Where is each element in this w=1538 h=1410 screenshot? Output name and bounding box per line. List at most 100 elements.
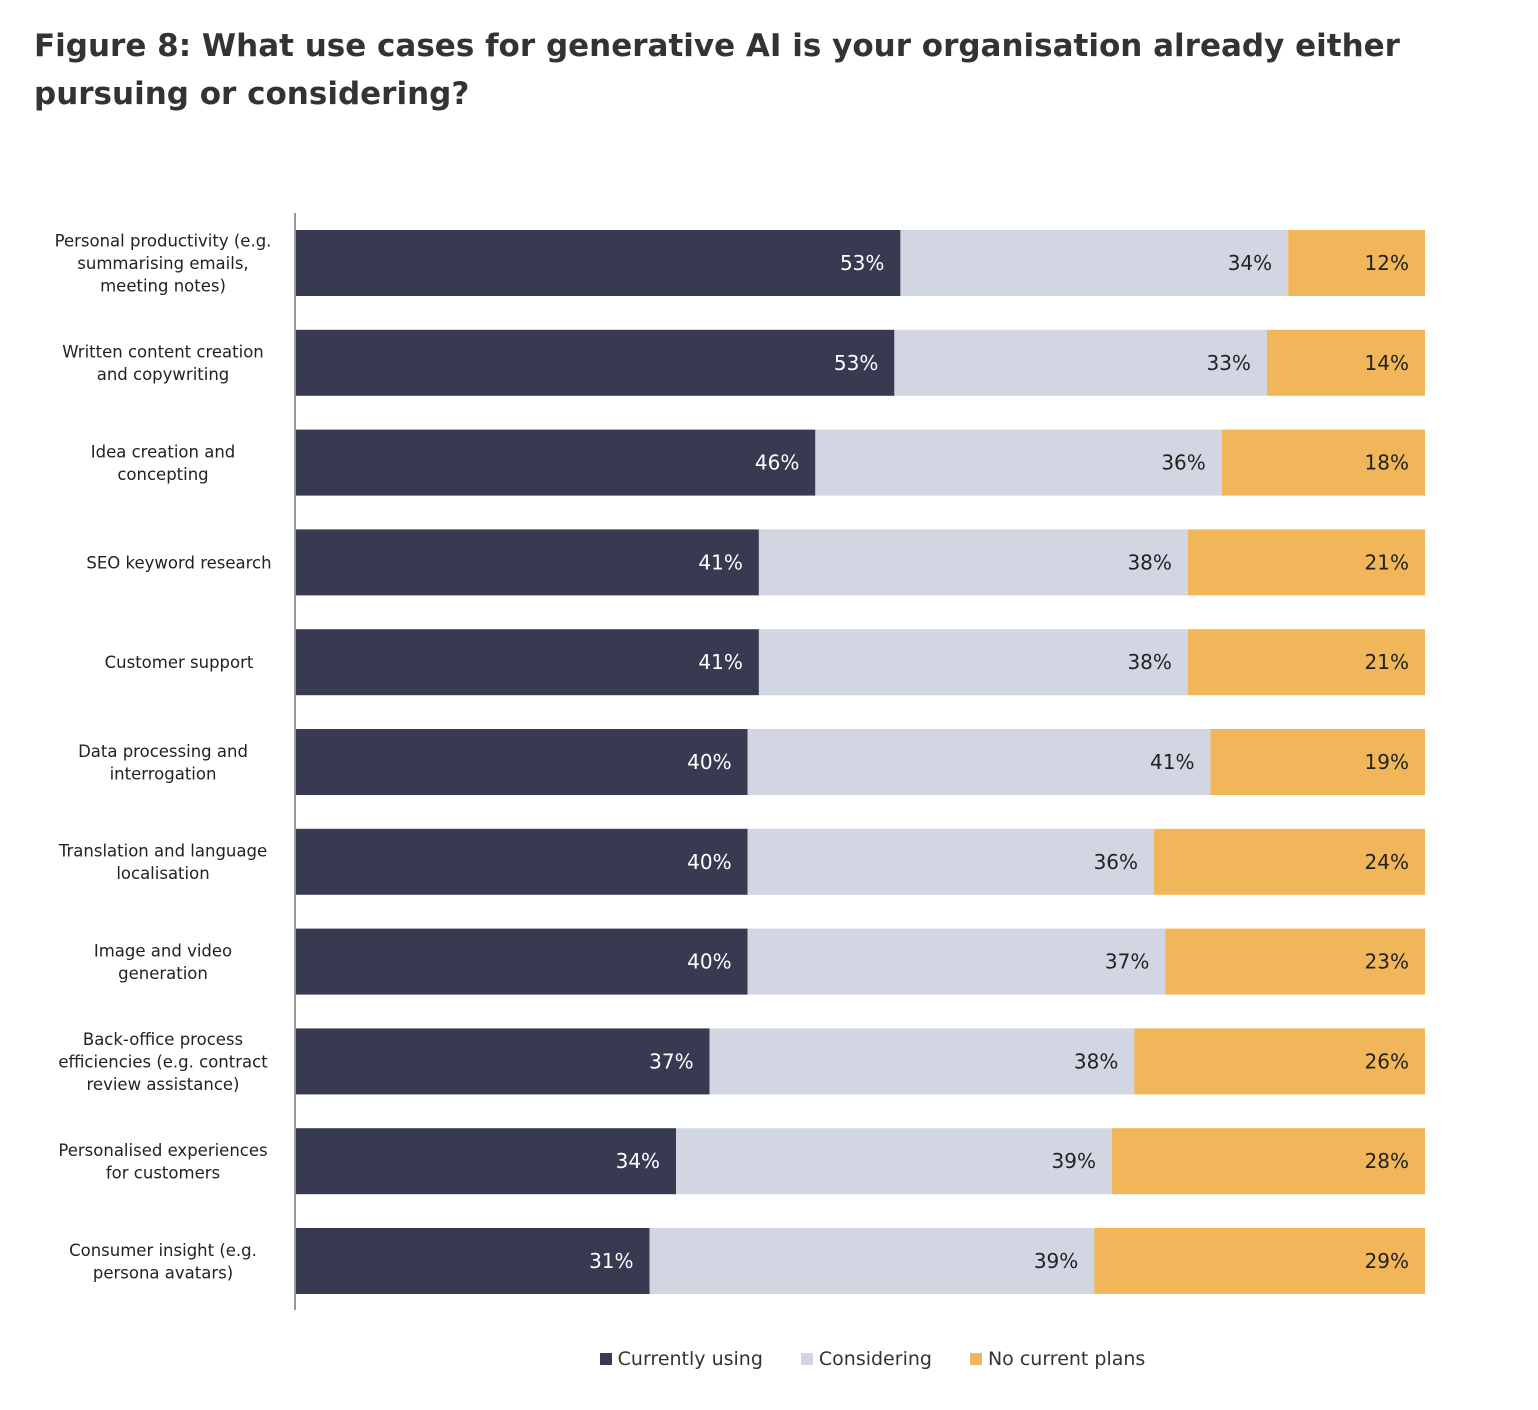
data-label: 38% bbox=[1127, 650, 1171, 674]
category-label: Customer support bbox=[105, 653, 254, 672]
data-label: 40% bbox=[687, 950, 731, 974]
bar-segment-currently-using bbox=[296, 529, 759, 596]
category-label-line: Idea creation and bbox=[91, 442, 236, 461]
category-label-line: localisation bbox=[116, 864, 209, 883]
data-label: 37% bbox=[649, 1049, 693, 1073]
category-label: Back-office process efficiencies (e.g. co… bbox=[58, 1030, 268, 1094]
data-label: 37% bbox=[1105, 950, 1149, 974]
bar-segment-considering bbox=[747, 928, 1166, 995]
category-label-line: efficiencies (e.g. contract bbox=[58, 1052, 268, 1071]
legend-label-considering: Considering bbox=[818, 1348, 932, 1370]
legend-swatch-currently-using bbox=[599, 1353, 612, 1365]
category-label: Personalised experiences for customers bbox=[58, 1141, 267, 1183]
data-label: 40% bbox=[687, 750, 731, 774]
category-label: Personal productivity (e.g. summarising e… bbox=[55, 232, 272, 296]
stacked-bar-chart: 53% 34% 12% Personal productivity (e.g. summ… bbox=[55, 213, 1425, 1310]
category-label-line: and copywriting bbox=[97, 365, 230, 384]
bar-segment-no-current-plans bbox=[1134, 1028, 1425, 1095]
bar-segment-no-current-plans bbox=[1154, 828, 1425, 895]
data-label: 36% bbox=[1094, 850, 1138, 874]
category-label-line: review assistance) bbox=[87, 1075, 240, 1094]
data-label: 40% bbox=[687, 850, 731, 874]
bar-segment-no-current-plans bbox=[1288, 230, 1425, 296]
data-label: 18% bbox=[1365, 451, 1409, 475]
bar-segment-currently-using bbox=[296, 429, 816, 496]
data-label: 26% bbox=[1365, 1049, 1409, 1073]
category-label-line: Consumer insight (e.g. bbox=[69, 1241, 257, 1260]
data-label: 33% bbox=[1206, 351, 1250, 375]
chart-title: Figure 8: What use cases for generative … bbox=[34, 28, 1400, 112]
data-label: 53% bbox=[840, 251, 884, 275]
data-label: 39% bbox=[1052, 1149, 1096, 1173]
bar-segment-considering bbox=[894, 329, 1267, 396]
category-label-line: SEO keyword research bbox=[86, 553, 271, 572]
bar-segment-currently-using bbox=[296, 729, 748, 795]
category-label-line: interrogation bbox=[110, 764, 217, 783]
data-label: 34% bbox=[1228, 251, 1272, 275]
category-label-line: Personal productivity (e.g. bbox=[55, 232, 272, 251]
bar-segment-currently-using bbox=[296, 928, 748, 995]
category-label-line: Translation and language bbox=[58, 842, 267, 861]
category-label-line: summarising emails, bbox=[77, 254, 248, 273]
bar-segment-considering bbox=[747, 729, 1211, 795]
legend-item-considering: Considering bbox=[800, 1348, 932, 1370]
bar-segment-considering bbox=[747, 828, 1155, 895]
data-label: 41% bbox=[698, 650, 742, 674]
category-label: Data processing and interrogation bbox=[78, 742, 248, 784]
category-label-line: meeting notes) bbox=[100, 277, 226, 296]
category-label-line: Image and video bbox=[94, 941, 232, 960]
data-label: 36% bbox=[1161, 451, 1205, 475]
data-label: 41% bbox=[698, 550, 742, 574]
data-label: 23% bbox=[1365, 950, 1409, 974]
bar-segment-currently-using bbox=[296, 1028, 710, 1095]
category-label-line: Written content creation bbox=[62, 343, 264, 362]
data-label: 34% bbox=[616, 1149, 660, 1173]
bar-segment-no-current-plans bbox=[1187, 629, 1425, 696]
category-label-line: generation bbox=[118, 964, 208, 983]
data-label: 38% bbox=[1127, 550, 1171, 574]
category-label-line: concepting bbox=[117, 465, 208, 484]
data-label: 24% bbox=[1365, 850, 1409, 874]
bar-segment-considering bbox=[709, 1028, 1135, 1095]
bar-segment-considering bbox=[758, 629, 1188, 696]
bar-segment-no-current-plans bbox=[1165, 928, 1425, 995]
bar-segment-no-current-plans bbox=[1210, 729, 1425, 795]
data-label: 14% bbox=[1365, 351, 1409, 375]
bar-segment-considering bbox=[815, 429, 1222, 496]
data-label: 21% bbox=[1365, 650, 1409, 674]
bar-segment-currently-using bbox=[296, 230, 901, 296]
bar-segment-no-current-plans bbox=[1187, 529, 1425, 596]
data-label: 31% bbox=[589, 1249, 633, 1273]
data-label: 19% bbox=[1365, 750, 1409, 774]
bar-segment-currently-using bbox=[296, 629, 759, 696]
legend-swatch-considering bbox=[800, 1353, 813, 1365]
legend-label-no-current-plans: No current plans bbox=[987, 1348, 1146, 1370]
bar-segment-no-current-plans bbox=[1221, 429, 1425, 496]
category-label-line: Back-office process bbox=[83, 1030, 243, 1049]
category-label: Idea creation and concepting bbox=[91, 442, 236, 484]
category-label-line: Personalised experiences bbox=[58, 1141, 267, 1160]
bar-segment-currently-using bbox=[296, 329, 895, 396]
category-label-line: for customers bbox=[106, 1163, 220, 1182]
legend: Currently using Considering No current p… bbox=[0, 1348, 1500, 1370]
legend-item-currently-using: Currently using bbox=[599, 1348, 763, 1370]
data-label: 12% bbox=[1365, 251, 1409, 275]
data-label: 39% bbox=[1034, 1249, 1078, 1273]
data-label: 53% bbox=[834, 351, 878, 375]
legend-item-no-current-plans: No current plans bbox=[969, 1348, 1146, 1370]
data-label: 21% bbox=[1365, 550, 1409, 574]
data-label: 29% bbox=[1365, 1249, 1409, 1273]
category-label-line: Customer support bbox=[105, 653, 254, 672]
category-label: Translation and language localisation bbox=[58, 842, 267, 884]
category-label-line: persona avatars) bbox=[93, 1263, 233, 1282]
bar-segment-considering bbox=[649, 1228, 1095, 1294]
bar-segment-considering bbox=[676, 1128, 1113, 1195]
category-label: SEO keyword research bbox=[86, 553, 271, 572]
bar-segment-no-current-plans bbox=[1266, 329, 1425, 396]
bar-segment-considering bbox=[758, 529, 1188, 596]
category-label-line: Data processing and bbox=[78, 742, 248, 761]
data-label: 46% bbox=[755, 451, 799, 475]
data-label: 28% bbox=[1365, 1149, 1409, 1173]
bar-segment-currently-using bbox=[296, 828, 748, 895]
bar-segment-currently-using bbox=[296, 1228, 650, 1294]
